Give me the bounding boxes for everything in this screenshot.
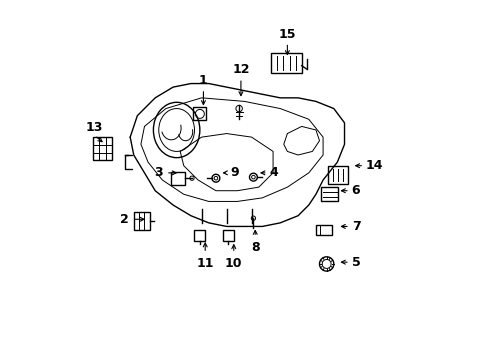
Bar <box>321 187 338 202</box>
Text: 9: 9 <box>230 166 238 179</box>
Text: 10: 10 <box>224 257 242 270</box>
Text: 15: 15 <box>278 28 296 41</box>
Text: 1: 1 <box>199 74 207 87</box>
Bar <box>194 230 205 241</box>
Text: 12: 12 <box>232 63 249 76</box>
Bar <box>93 137 112 160</box>
Bar <box>193 108 206 120</box>
Text: 6: 6 <box>351 184 360 197</box>
Text: 5: 5 <box>351 256 360 269</box>
Text: 13: 13 <box>85 121 103 134</box>
Bar <box>134 212 149 230</box>
Bar <box>328 166 347 184</box>
Text: 14: 14 <box>365 159 383 172</box>
Bar <box>271 53 301 73</box>
Bar <box>223 230 233 241</box>
Text: 7: 7 <box>351 220 360 233</box>
Text: 2: 2 <box>120 213 128 226</box>
Text: 8: 8 <box>250 241 259 254</box>
Bar <box>171 172 184 185</box>
Text: 4: 4 <box>269 166 278 179</box>
Text: 3: 3 <box>153 166 162 179</box>
Text: 11: 11 <box>196 257 214 270</box>
Bar <box>315 225 331 235</box>
